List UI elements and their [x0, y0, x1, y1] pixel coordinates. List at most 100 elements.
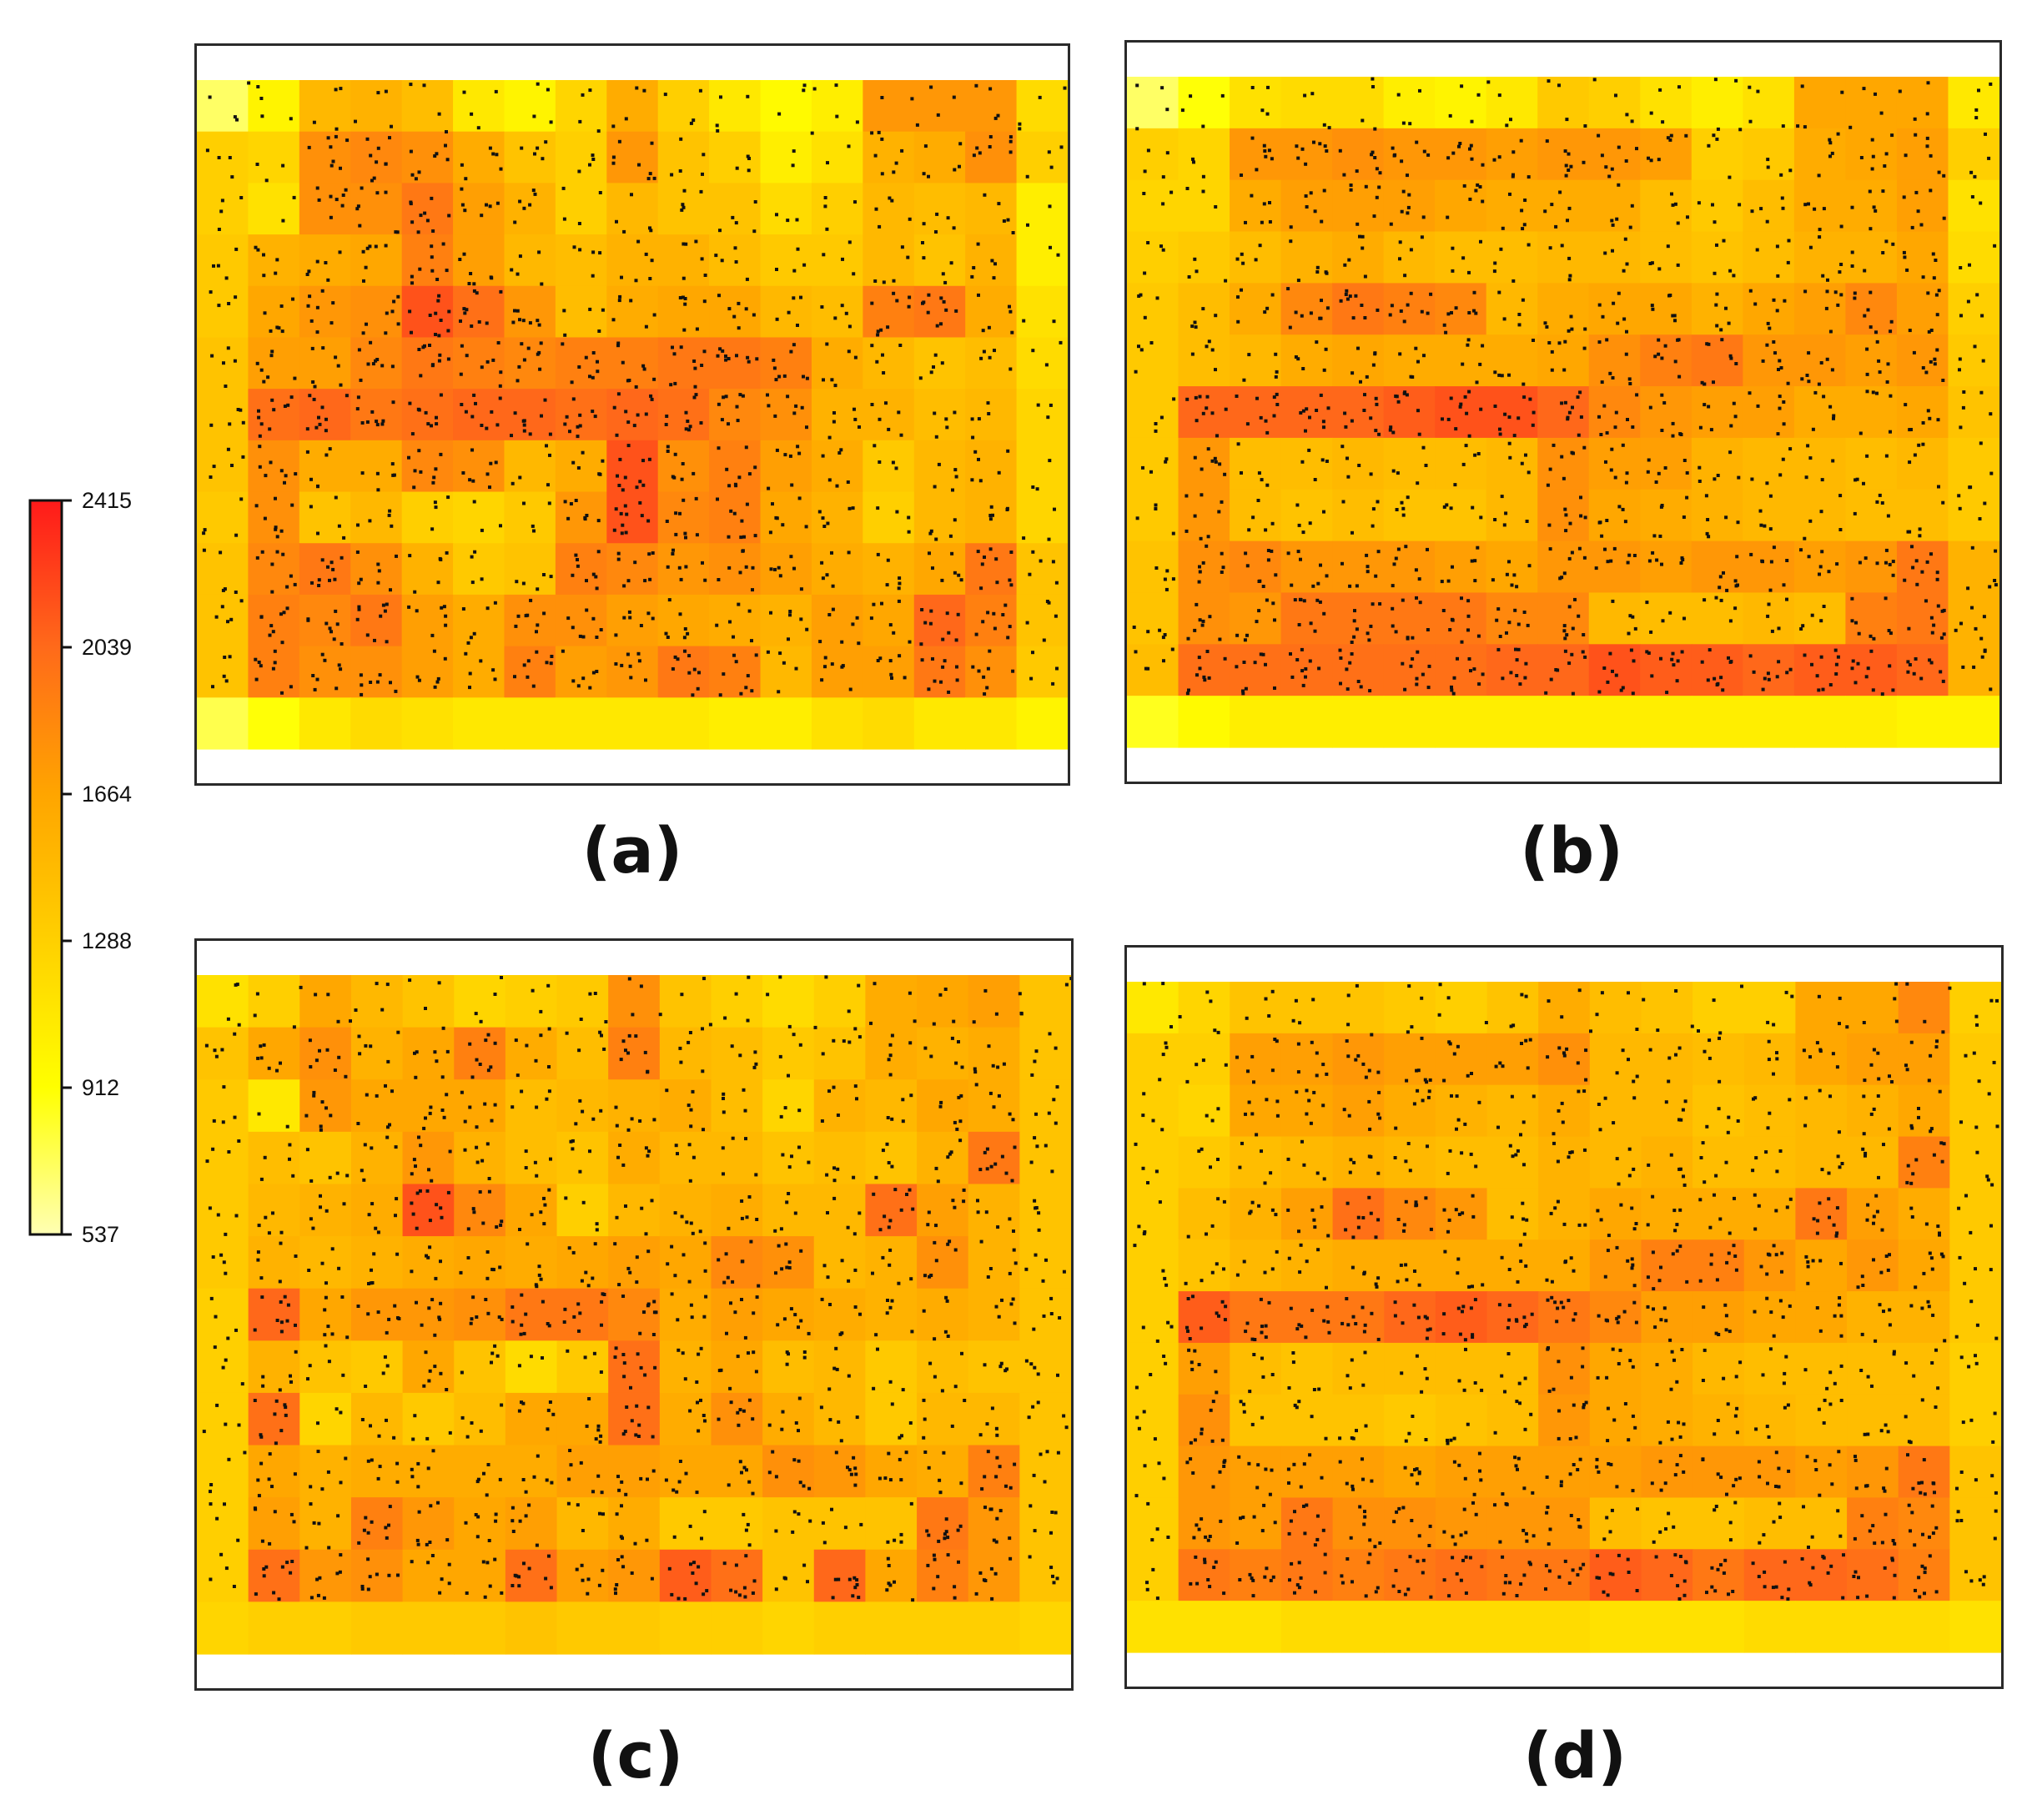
sensor-dot	[520, 1400, 523, 1405]
sensor-dot	[1937, 289, 1941, 293]
sensor-dot	[1317, 666, 1321, 671]
sensor-dot	[848, 1577, 852, 1581]
sensor-dot	[415, 1300, 418, 1305]
sensor-dot	[578, 424, 582, 428]
sensor-dot	[1036, 1400, 1040, 1405]
sensor-dot	[925, 1529, 929, 1533]
sensor-dot	[903, 676, 907, 680]
sensor-dot	[620, 531, 624, 535]
sensor-dot	[1598, 520, 1602, 525]
sensor-dot	[870, 301, 874, 305]
sensor-dot	[1564, 163, 1568, 168]
sensor-dot	[336, 364, 340, 368]
sensor-dot	[257, 1494, 261, 1498]
sensor-dot	[536, 587, 540, 591]
sensor-dot	[1463, 395, 1467, 399]
sensor-dot	[412, 485, 416, 490]
sensor-dot	[679, 1060, 683, 1064]
sensor-dot	[1268, 201, 1271, 204]
sensor-dot	[1042, 1314, 1046, 1318]
sensor-dot	[263, 311, 267, 315]
sensor-dot	[483, 1102, 487, 1106]
sensor-dot	[1420, 1036, 1424, 1040]
sensor-dot	[1625, 471, 1629, 475]
sensor-dot	[437, 294, 441, 298]
sensor-dot	[279, 1061, 282, 1065]
sensor-dot	[671, 345, 674, 349]
sensor-dot	[1698, 425, 1703, 430]
sensor-dot	[1406, 205, 1411, 209]
sensor-dot	[417, 408, 421, 412]
sensor-dot	[1369, 472, 1373, 476]
sensor-dot	[853, 1268, 858, 1272]
sensor-dot	[572, 1315, 576, 1319]
sensor-dot	[622, 1361, 626, 1365]
sensor-dot	[1707, 342, 1711, 346]
sensor-dot	[368, 519, 372, 523]
heatmap-cell	[1178, 696, 1230, 748]
sensor-dot	[1668, 138, 1672, 142]
sensor-dot	[1703, 1049, 1707, 1053]
sensor-dot	[258, 445, 262, 449]
sensor-dot	[723, 1016, 727, 1020]
sensor-dot	[1296, 550, 1300, 554]
heatmap-cell	[556, 1079, 609, 1133]
sensor-dot	[742, 535, 746, 539]
sensor-dot	[1149, 341, 1154, 344]
heatmap-cell	[197, 285, 249, 339]
sensor-dot	[330, 1247, 334, 1251]
sensor-dot	[1293, 598, 1297, 602]
heatmap-cell	[811, 183, 863, 235]
sensor-dot	[1571, 405, 1574, 410]
sensor-dot	[1582, 160, 1586, 164]
sensor-dot	[831, 584, 835, 588]
sensor-dot	[650, 1199, 654, 1203]
heatmap-cell	[505, 1497, 558, 1551]
sensor-dot	[374, 244, 378, 249]
sensor-dot	[1927, 1078, 1931, 1083]
sensor-dot	[1657, 471, 1661, 475]
sensor-dot	[788, 613, 792, 617]
sensor-dot	[630, 1571, 634, 1575]
sensor-dot	[318, 1576, 322, 1580]
sensor-dot	[1429, 292, 1433, 296]
sensor-dot	[854, 1472, 858, 1476]
sensor-dot	[319, 1205, 322, 1209]
sensor-dot	[500, 1591, 504, 1595]
heatmap-cell	[350, 440, 403, 493]
sensor-dot	[844, 311, 848, 315]
sensor-dot	[1647, 651, 1651, 655]
sensor-dot	[840, 304, 844, 308]
sensor-dot	[766, 993, 770, 997]
sensor-dot	[1377, 185, 1381, 189]
sensor-dot	[531, 524, 535, 528]
sensor-dot	[1690, 1024, 1694, 1028]
sensor-dot	[747, 1351, 750, 1355]
sensor-dot	[1648, 1048, 1652, 1052]
heatmap-cell	[1640, 696, 1692, 748]
sensor-dot	[495, 423, 500, 427]
sensor-dot	[703, 1269, 707, 1273]
sensor-dot	[697, 1429, 701, 1433]
sensor-dot	[1051, 560, 1055, 564]
sensor-dot	[1517, 313, 1521, 316]
sensor-dot	[1617, 183, 1621, 187]
sensor-dot	[1361, 246, 1365, 250]
sensor-dot	[992, 611, 996, 616]
sensor-dot	[261, 1384, 265, 1388]
sensor-dot	[465, 1435, 470, 1439]
sensor-dot	[788, 454, 792, 458]
sensor-dot	[1264, 662, 1267, 666]
sensor-dot	[849, 1472, 853, 1476]
sensor-dot	[544, 1576, 548, 1581]
heatmap-cell	[1898, 1084, 1950, 1138]
sensor-dot	[460, 187, 464, 191]
heatmap-cell	[299, 440, 351, 493]
sensor-dot	[1275, 370, 1279, 374]
heatmap-cell	[1016, 337, 1068, 390]
heatmap-cell	[965, 440, 1018, 493]
sensor-dot	[938, 1104, 943, 1109]
sensor-dot	[982, 675, 986, 679]
sensor-dot	[334, 495, 338, 500]
sensor-dot	[1750, 477, 1754, 481]
